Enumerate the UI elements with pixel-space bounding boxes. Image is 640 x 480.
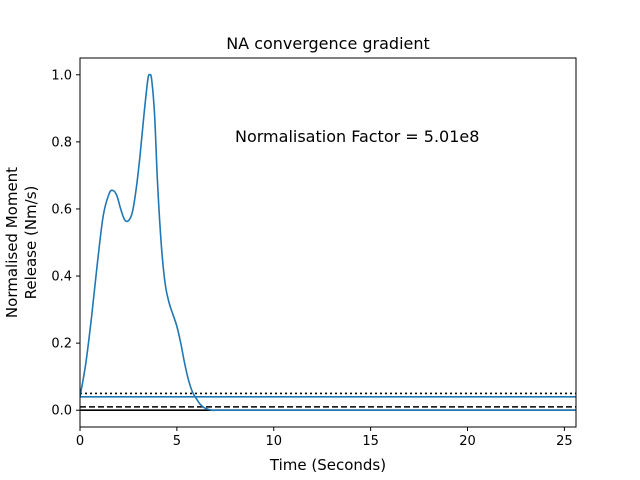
x-tick-label: 15 bbox=[362, 434, 379, 449]
plot-lines bbox=[80, 73, 576, 412]
y-axis-label: Normalised Moment Release (Nm/s) bbox=[3, 167, 40, 318]
x-tick-label: 20 bbox=[459, 434, 476, 449]
x-tick-label: 0 bbox=[76, 434, 84, 449]
y-axis-label-line-2: Release (Nm/s) bbox=[22, 186, 40, 300]
normalisation-annotation: Normalisation Factor = 5.01e8 bbox=[235, 127, 479, 146]
y-tick-label: 0.2 bbox=[51, 337, 72, 352]
x-tick-label: 5 bbox=[173, 434, 181, 449]
x-tick-label: 10 bbox=[265, 434, 282, 449]
chart-title: NA convergence gradient bbox=[226, 34, 430, 53]
x-axis-label: Time (Seconds) bbox=[269, 456, 386, 474]
y-axis-label-line-1: Normalised Moment bbox=[3, 167, 21, 318]
axes-frame bbox=[79, 57, 577, 428]
y-tick-label: 1.0 bbox=[51, 68, 72, 83]
y-tick-label: 0.4 bbox=[51, 270, 72, 285]
moment-release-line-0 bbox=[80, 73, 576, 412]
y-tick-label: 0.6 bbox=[51, 202, 72, 217]
x-tick-label: 25 bbox=[556, 434, 573, 449]
y-tick-label: 0.8 bbox=[51, 135, 72, 150]
y-tick-label: 0.0 bbox=[51, 404, 72, 419]
ticks: 0 5 10 15 20 25 0.0 0.2 0.4 0.6 0.8 1.0 bbox=[51, 68, 572, 449]
